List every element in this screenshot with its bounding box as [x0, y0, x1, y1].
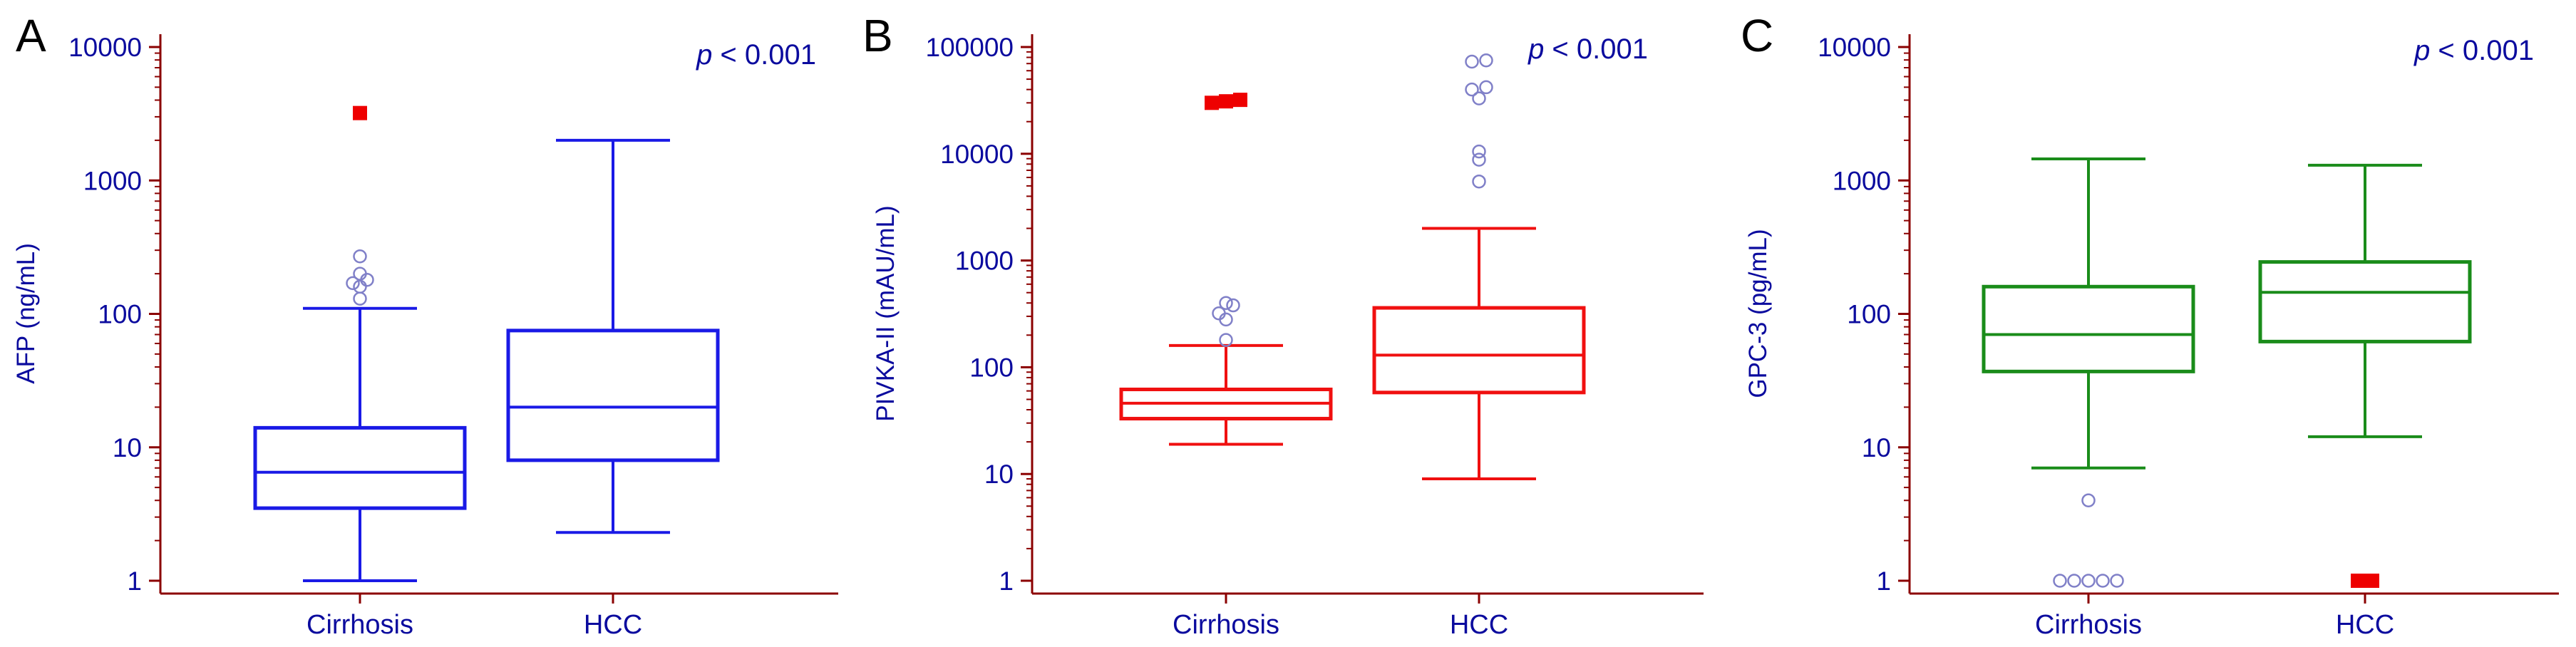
y-tick-label: 10	[984, 460, 1014, 489]
p-value-annotation: p < 0.001	[2413, 35, 2534, 66]
x-category-label: Cirrhosis	[1173, 610, 1279, 640]
panel-a: A 1 10 100 1000 10000 AFP (ng/mL) Cirrhosis HCC p…	[12, 10, 838, 640]
panel-letter: C	[1741, 10, 1773, 61]
y-tick-label: 100	[98, 300, 142, 329]
iqr-box	[1372, 306, 1586, 395]
p-threshold: < 0.001	[712, 39, 816, 71]
box-cirrhosis	[1982, 157, 2195, 588]
outlier-open	[1472, 144, 1486, 159]
y-tick-label: 100	[1847, 300, 1891, 329]
outlier-open	[1219, 333, 1233, 347]
y-tick-label: 10	[113, 433, 142, 462]
p-threshold: < 0.001	[1544, 33, 1648, 65]
y-tick-label: 10000	[68, 33, 142, 62]
outlier-filled	[1219, 94, 1233, 109]
outlier-open	[346, 276, 360, 291]
y-tick-label: 1	[127, 566, 142, 596]
y-axis-title: GPC-3 (pg/mL)	[1744, 229, 1772, 398]
x-category-label: Cirrhosis	[2035, 610, 2142, 640]
panel-c: C 1 10 100 1000 10000 GPC-3 (pg/mL) Cirrhosis HC…	[1741, 10, 2559, 640]
iqr-box	[1982, 284, 2195, 373]
box-hcc	[2258, 163, 2472, 588]
y-tick-label: 100000	[926, 33, 1014, 62]
p-symbol: p	[696, 39, 712, 71]
box-cirrhosis	[1119, 93, 1333, 446]
p-threshold: < 0.001	[2430, 35, 2534, 66]
outlier-open	[1226, 298, 1240, 313]
outlier-filled	[2351, 574, 2365, 588]
panel-letter: A	[16, 10, 46, 61]
outlier-open	[1472, 152, 1486, 167]
outlier-open	[1472, 174, 1486, 189]
y-axis-title: PIVKA-II (mAU/mL)	[872, 205, 900, 421]
outlier-open	[1219, 296, 1233, 310]
y-tick-label: 1000	[955, 247, 1014, 276]
outlier-filled	[1233, 93, 1247, 108]
outlier-open	[1479, 53, 1493, 68]
y-tick-label: 100	[969, 353, 1014, 382]
box-hcc	[506, 138, 720, 534]
outlier-open	[1472, 91, 1486, 105]
outlier-open	[2081, 574, 2096, 588]
x-category-label: HCC	[2336, 610, 2394, 640]
p-symbol: p	[1527, 33, 1544, 65]
iqr-box	[506, 328, 720, 462]
p-symbol: p	[2413, 35, 2430, 66]
y-tick-label: 1000	[1833, 166, 1891, 195]
outlier-open	[1465, 82, 1479, 97]
outlier-open	[2096, 574, 2110, 588]
p-value-annotation: p < 0.001	[696, 39, 816, 71]
y-tick-label: 10000	[1818, 33, 1891, 62]
outlier-open	[353, 291, 367, 306]
p-value-annotation: p < 0.001	[1527, 33, 1648, 65]
outlier-filled	[2365, 574, 2379, 588]
y-tick-label: 1000	[83, 166, 142, 195]
outlier-open	[1465, 54, 1479, 69]
outlier-filled	[1205, 95, 1219, 110]
iqr-box	[2258, 260, 2472, 343]
x-category-label: HCC	[584, 610, 642, 640]
outlier-open	[2110, 574, 2124, 588]
panel-b: B 1 10 100 1000 10000 100000 PIVKA-II (mAU/mL) C…	[862, 10, 1704, 640]
y-tick-label: 10000	[940, 140, 1014, 169]
box-hcc	[1372, 53, 1586, 481]
outlier-open	[2053, 574, 2067, 588]
x-category-label: HCC	[1450, 610, 1508, 640]
outlier-open	[353, 249, 367, 264]
y-axis-title: AFP (ng/mL)	[12, 243, 40, 384]
outlier-open	[2067, 574, 2081, 588]
iqr-box	[253, 425, 467, 510]
outlier-open	[353, 279, 367, 294]
y-tick-label: 1	[999, 566, 1014, 596]
panel-letter: B	[862, 10, 893, 61]
outlier-open	[1479, 80, 1493, 95]
y-tick-label: 10	[1862, 433, 1891, 462]
outlier-filled	[353, 105, 367, 120]
x-category-label: Cirrhosis	[306, 610, 413, 640]
outlier-open	[1219, 312, 1233, 327]
outlier-open	[2081, 493, 2096, 508]
box-cirrhosis	[253, 105, 467, 582]
y-tick-label: 1	[1876, 566, 1891, 596]
